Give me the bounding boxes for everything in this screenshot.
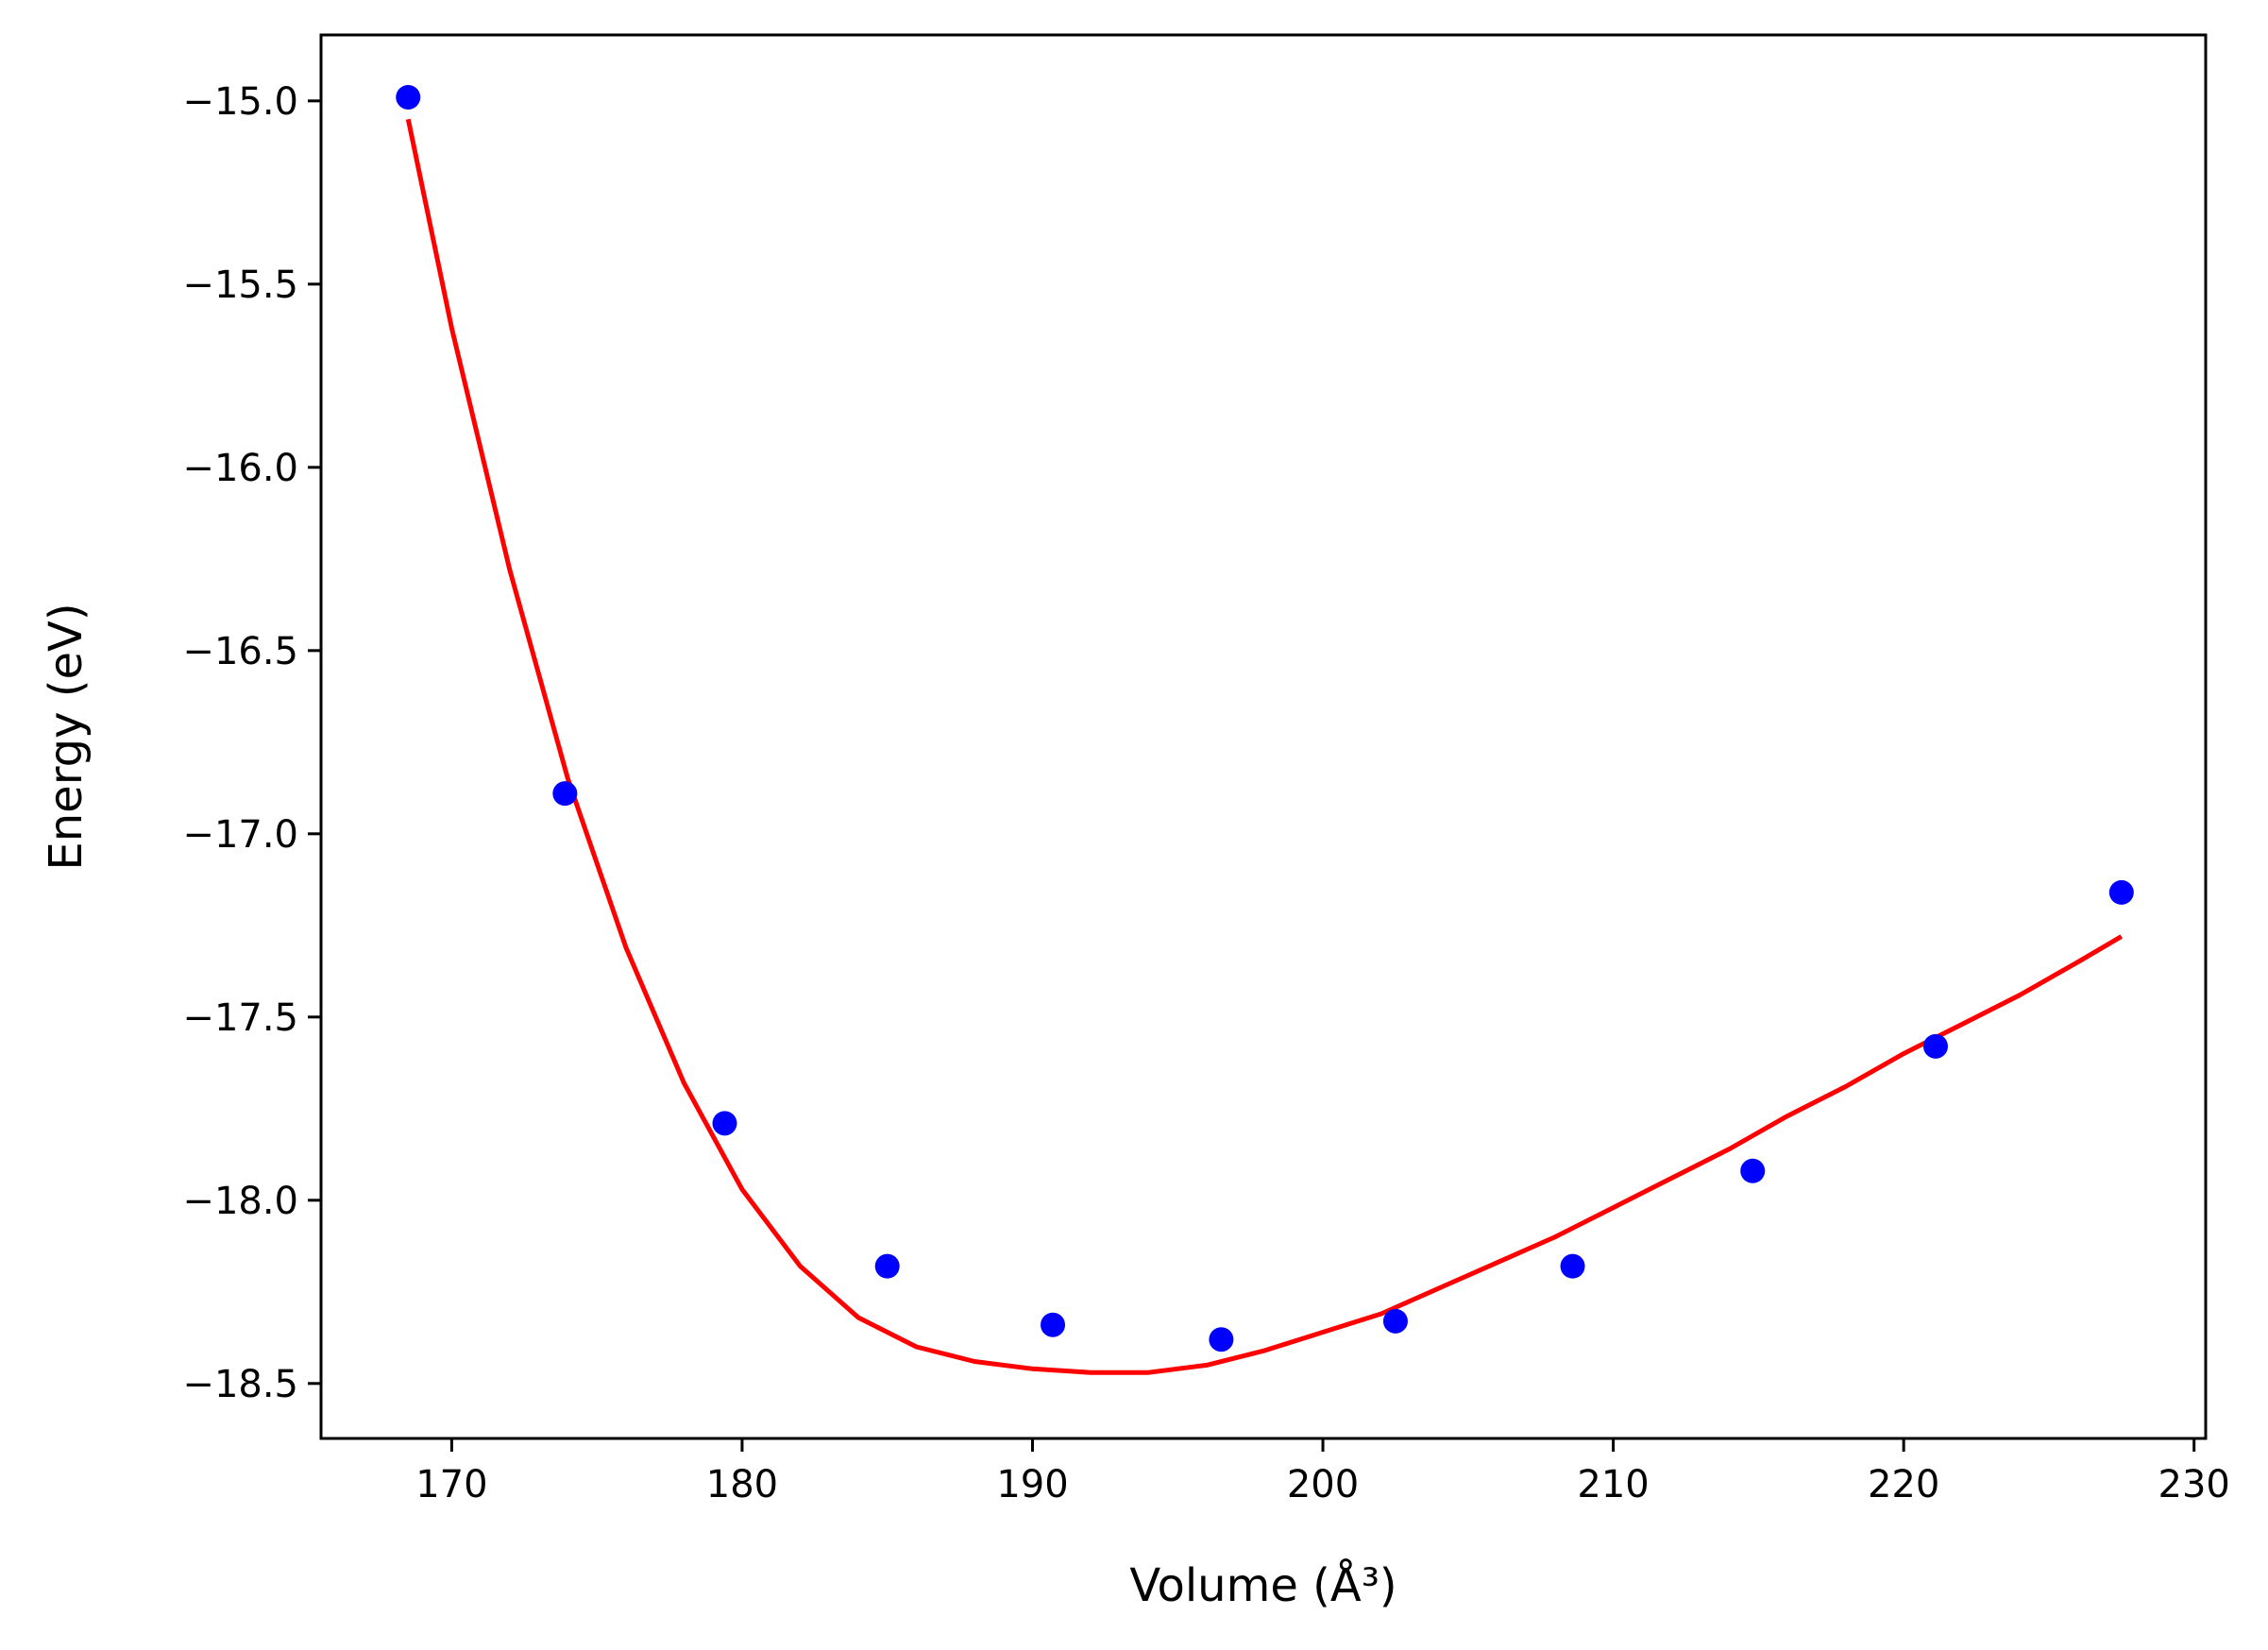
x-tick-label: 180 <box>706 1463 778 1506</box>
y-tick-label: −18.0 <box>182 1180 298 1223</box>
fit-curve-line <box>405 118 2124 1375</box>
x-tick-label: 210 <box>1577 1463 1649 1506</box>
data-point <box>1560 1253 1585 1279</box>
x-tick-label: 200 <box>1287 1463 1359 1506</box>
y-tick-label: −15.0 <box>182 80 298 124</box>
y-tick-label: −16.5 <box>182 630 298 673</box>
data-point <box>874 1253 900 1279</box>
data-point <box>1740 1158 1766 1183</box>
x-axis-ticks: 170 180 190 200 210 220 230 <box>415 1438 2230 1506</box>
x-tick-label: 220 <box>1868 1463 1939 1506</box>
plot-area <box>321 35 2206 1438</box>
data-point <box>1382 1308 1408 1334</box>
data-point <box>712 1111 737 1136</box>
y-tick-label: −18.5 <box>182 1363 298 1406</box>
plot-frame <box>319 33 2208 1440</box>
data-point <box>2108 879 2134 905</box>
y-tick-label: −16.0 <box>182 447 298 490</box>
data-point <box>552 781 578 807</box>
data-point <box>1922 1033 1948 1059</box>
data-point <box>1041 1312 1066 1337</box>
fit-curve-layer <box>405 118 2124 1375</box>
x-tick-label: 190 <box>996 1463 1068 1506</box>
data-points-layer <box>396 84 2134 1352</box>
data-point <box>396 84 421 110</box>
y-tick-label: −17.0 <box>182 813 298 857</box>
y-tick-label: −15.5 <box>182 264 298 307</box>
y-axis-ticks: −15.0 −15.5 −16.0 −16.5 −17.0 −17.5 −18.0 −18.5 <box>182 80 321 1406</box>
y-axis-label: Energy (eV) <box>40 603 93 870</box>
x-tick-label: 230 <box>2158 1463 2230 1506</box>
y-tick-label: −17.5 <box>182 996 298 1040</box>
x-axis-label: Volume (Å³) <box>1129 1558 1396 1612</box>
data-point <box>1209 1327 1234 1352</box>
x-tick-label: 170 <box>415 1463 487 1506</box>
